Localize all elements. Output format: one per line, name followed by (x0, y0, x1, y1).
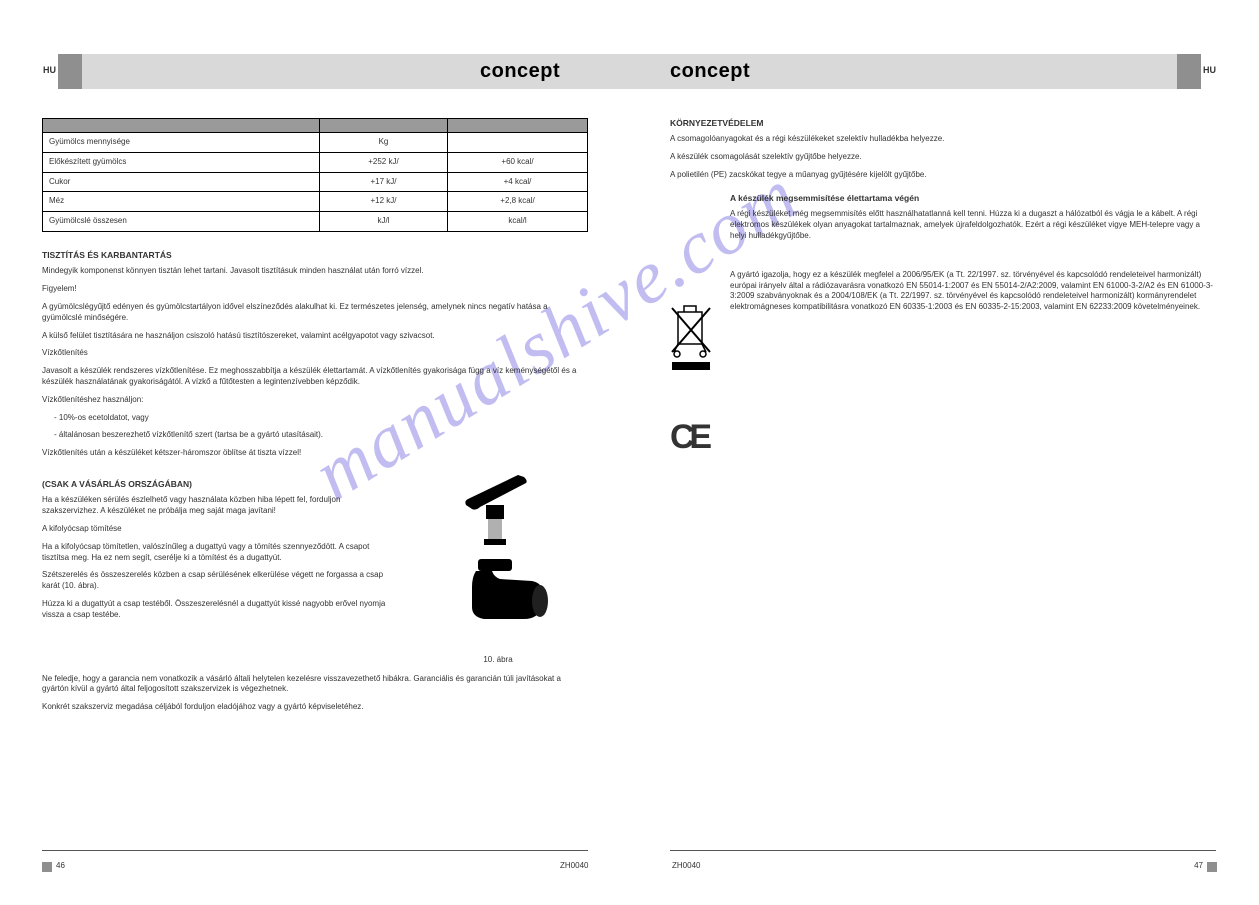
p: Ne feledje, hogy a garancia nem vonatkoz… (42, 674, 588, 696)
page-number-left: 46 (56, 861, 65, 870)
p: A csomagolóanyagokat és a régi készüléke… (670, 134, 1216, 145)
spec-table: Gyümölcs mennyisége Kg Előkészített gyüm… (42, 118, 588, 232)
sec-cleaning-head: TISZTÍTÁS ÉS KARBANTARTÁS (42, 250, 588, 261)
figure-caption: 10. ábra (428, 655, 568, 666)
model-right: ZH0040 (672, 861, 700, 870)
p: Javasolt a készülék rendszeres vízkőtlen… (42, 366, 588, 388)
p: A készülék csomagolását szelektív gyűjtő… (670, 152, 1216, 163)
p: Ha a kifolyócsap tömítetlen, valószínűle… (42, 542, 390, 564)
model-left: ZH0040 (560, 861, 588, 870)
li: - általánosan beszerezhető vízkőtlenítő … (42, 430, 588, 441)
table-row: Előkészített gyümölcs +252 kJ/ +60 kcal/ (43, 152, 588, 172)
table-row: Gyümölcslé összesen kJ/l kcal/l (43, 212, 588, 232)
p: Mindegyik komponenst könnyen tisztán leh… (42, 266, 588, 277)
p-sub: A kifolyócsap tömítése (42, 524, 390, 535)
table-row: Méz +12 kJ/ +2,8 kcal/ (43, 192, 588, 212)
p: A külső felület tisztítására ne használj… (42, 331, 588, 342)
tap-figure (428, 467, 568, 647)
p: A régi készüléket még megsemmisítés előt… (730, 209, 1216, 241)
header-dark-right (1177, 54, 1201, 89)
table-row: Gyümölcs mennyisége Kg (43, 133, 588, 153)
page-left: Gyümölcs mennyisége Kg Előkészített gyüm… (42, 118, 588, 720)
brand-right: concept (670, 60, 750, 83)
p: Vízkőtlenítéshez használjon: (42, 395, 588, 406)
p: Vízkőtlenítés után a készüléket kétszer-… (42, 448, 588, 459)
p: Ha a készüléken sérülés észlelhető vagy … (42, 495, 390, 517)
page-right: KÖRNYEZETVÉDELEM A csomagolóanyagokat és… (670, 118, 1216, 313)
p: A gyümölcslégyűjtő edényen és gyümölcsta… (42, 302, 588, 324)
sec-env-head: KÖRNYEZETVÉDELEM (670, 118, 1216, 129)
footer-sq-left (42, 862, 52, 872)
li: - 10%-os ecetoldatot, vagy (42, 413, 588, 424)
p-sub: Vízkőtlenítés (42, 348, 588, 359)
page-number-right: 47 (1194, 861, 1203, 870)
table-row: Cukor +17 kJ/ +4 kcal/ (43, 172, 588, 192)
sec-disposal-head: A készülék megsemmisítése élettartama vé… (730, 193, 1216, 204)
ce-mark-icon: C E (670, 415, 708, 461)
p: Konkrét szakszerviz megadása céljából fo… (42, 702, 588, 713)
sec-service-head: (CSAK A VÁSÁRLÁS ORSZÁGÁBAN) (42, 479, 390, 490)
th1 (319, 119, 447, 133)
lang-right: HU (1203, 65, 1216, 75)
th2 (448, 119, 588, 133)
p: A polietilén (PE) zacskókat tegye a műan… (670, 170, 1216, 181)
th0 (43, 119, 320, 133)
header-bar (0, 54, 1259, 89)
weee-icon (670, 302, 715, 372)
footer-rule-left (42, 850, 588, 851)
header-dark-left (58, 54, 82, 89)
footer-sq-right (1207, 862, 1217, 872)
brand-left: concept (480, 60, 560, 83)
ce-declaration: A gyártó igazolja, hogy ez a készülék me… (730, 270, 1216, 313)
p: Szétszerelés és összeszerelés közben a c… (42, 570, 390, 592)
lang-left: HU (43, 65, 56, 75)
p-warn: Figyelem! (42, 284, 588, 295)
p: Húzza ki a dugattyút a csap testéből. Ös… (42, 599, 390, 621)
footer-rule-right (670, 850, 1216, 851)
